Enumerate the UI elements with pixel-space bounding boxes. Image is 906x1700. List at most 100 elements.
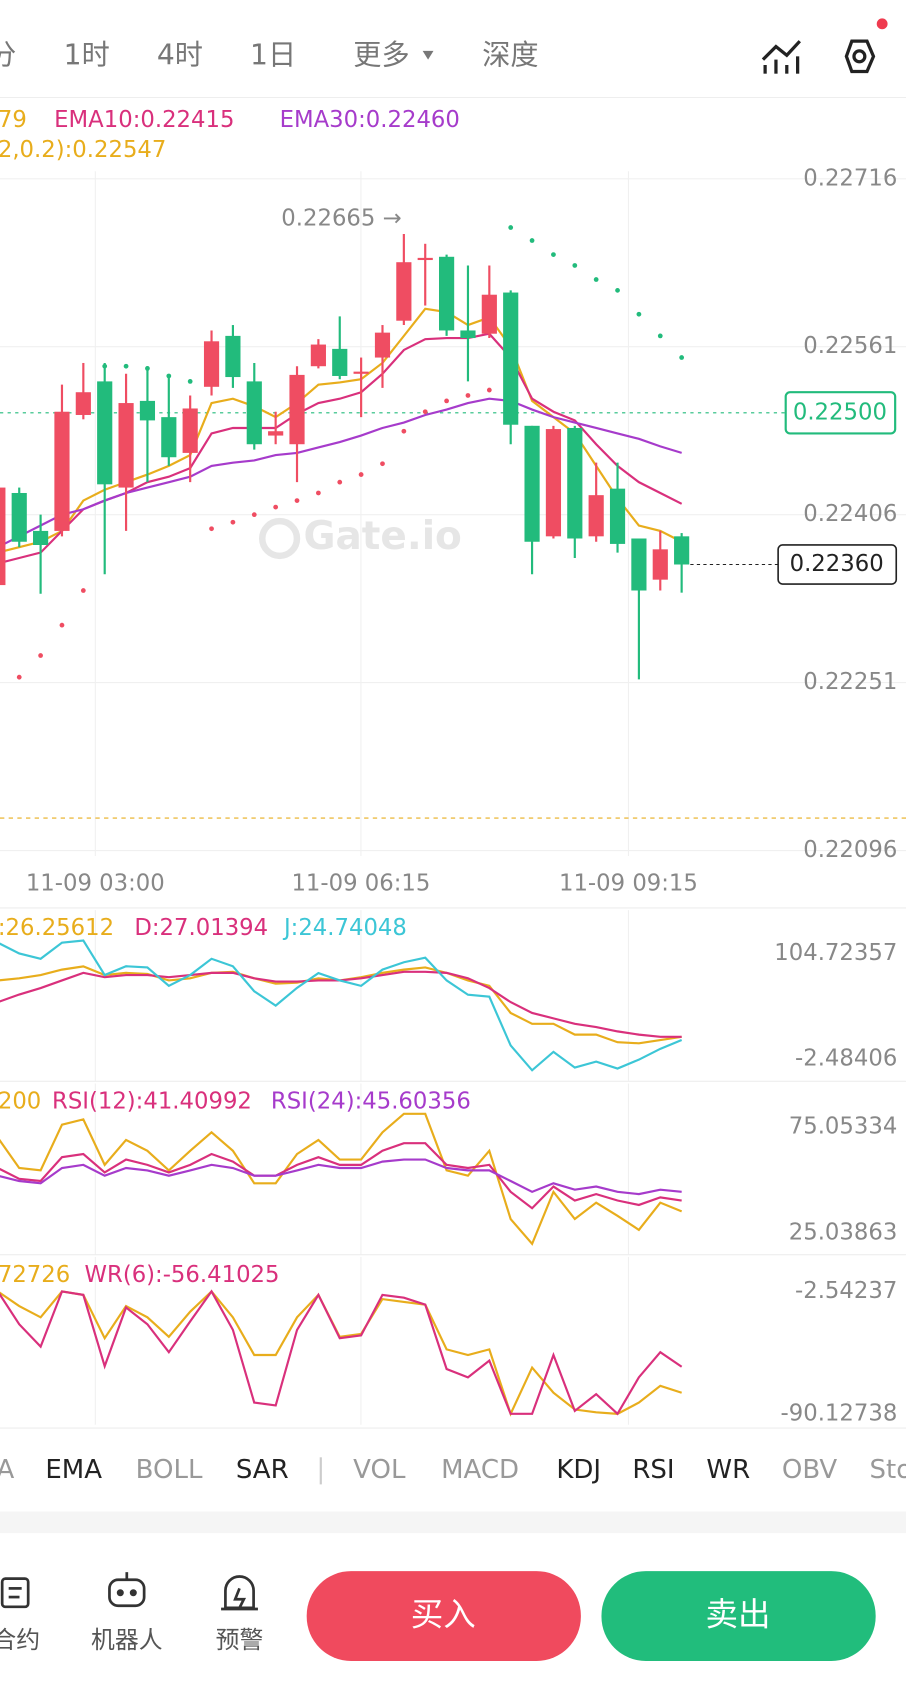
- timeframe-tab[interactable]: 1时: [64, 38, 110, 71]
- y-tick-label: 0.22716: [803, 165, 897, 191]
- legend-entry: D:27.01394: [134, 915, 268, 941]
- indicator-line: [0, 1289, 683, 1416]
- sar-dot: [251, 512, 257, 518]
- candle-body: [289, 374, 305, 445]
- timeframe-tab[interactable]: 4时: [157, 38, 203, 71]
- price-box: [784, 391, 897, 435]
- candle-body: [503, 292, 519, 425]
- high-annotation: 0.22665 →: [281, 205, 401, 231]
- candle-body: [374, 332, 391, 358]
- notification-dot: [876, 18, 888, 30]
- buy-label[interactable]: 买入: [411, 1596, 476, 1634]
- nav-label[interactable]: 机器人: [91, 1626, 162, 1654]
- indicator-tab[interactable]: EMA: [45, 1455, 102, 1485]
- indicator-tab[interactable]: BOLL: [136, 1455, 203, 1485]
- sar-dot: [422, 409, 428, 415]
- candle-body: [396, 262, 412, 321]
- legend-entry: J:24.74048: [282, 915, 407, 941]
- candle-body: [652, 549, 668, 580]
- candle-body: [268, 431, 284, 436]
- x-tick-label: 11-09 06:15: [291, 871, 430, 897]
- sar-dot: [615, 287, 620, 293]
- x-tick-label: 11-09 09:15: [559, 871, 698, 897]
- sar-dot: [16, 674, 22, 680]
- indicator-tab[interactable]: MACD: [441, 1455, 519, 1485]
- sar-dot: [529, 238, 535, 243]
- alert-icon[interactable]: [221, 1575, 258, 1611]
- legend-entry: 79: [0, 107, 27, 133]
- timeframe-tab[interactable]: 更多: [353, 38, 409, 71]
- indicator-tab[interactable]: A: [0, 1455, 15, 1485]
- sar-dot: [166, 373, 172, 379]
- dropdown-arrow[interactable]: [422, 50, 434, 60]
- watermark-logo: [259, 517, 301, 560]
- sar-dot: [444, 398, 449, 404]
- indicator-tab[interactable]: KDJ: [556, 1455, 601, 1485]
- candle-body: [353, 371, 369, 374]
- sar-dot: [273, 504, 279, 510]
- indicator-tab[interactable]: Sto: [870, 1455, 906, 1485]
- sar-dot: [508, 225, 514, 230]
- x-tick-label: 11-09 03:00: [26, 871, 165, 897]
- nav-label[interactable]: 预警: [216, 1626, 264, 1654]
- candle-body: [332, 348, 348, 376]
- y-tick-label: 104.72357: [774, 940, 897, 966]
- y-tick-label: -2.54237: [795, 1278, 897, 1304]
- sar-dot: [572, 263, 578, 268]
- candle-body: [246, 381, 262, 445]
- candle-body: [97, 381, 113, 485]
- sell-button[interactable]: [601, 1571, 876, 1661]
- chart-icon[interactable]: [761, 40, 801, 74]
- sell-label[interactable]: 卖出: [706, 1596, 771, 1634]
- sar-dot: [80, 588, 86, 593]
- candle-body: [225, 335, 241, 378]
- legend-entry: EMA10:0.22415: [54, 107, 234, 133]
- settings-icon[interactable]: [844, 39, 876, 74]
- candle-body: [439, 256, 455, 331]
- sar-dot: [337, 479, 343, 485]
- indicator-line: [0, 1158, 682, 1196]
- sar-dot: [486, 387, 492, 393]
- sar-dot: [465, 393, 471, 398]
- robot-icon[interactable]: [108, 1572, 146, 1608]
- candle-body: [75, 392, 91, 415]
- indicator-tab[interactable]: OBV: [782, 1455, 838, 1485]
- sar-dot: [593, 277, 599, 282]
- y-tick-label: 0.22251: [803, 669, 897, 695]
- timeframe-tab[interactable]: 分: [0, 38, 16, 71]
- sar-dot: [230, 519, 236, 525]
- indicator-tab[interactable]: SAR: [236, 1455, 289, 1485]
- legend-entry: RSI(12):41.40992: [52, 1088, 252, 1114]
- nav-label[interactable]: 合约: [0, 1626, 40, 1654]
- legend-entry: 200: [0, 1088, 41, 1114]
- candle-body: [54, 411, 70, 531]
- candle-body: [310, 344, 326, 367]
- y-tick-label: 0.22096: [803, 837, 897, 863]
- indicator-line: [0, 1142, 682, 1210]
- candle-body: [481, 294, 497, 334]
- y-tick-label: -2.48406: [795, 1046, 897, 1072]
- sar-dot: [123, 363, 129, 369]
- indicator-tab[interactable]: WR: [706, 1455, 750, 1485]
- watermark: Gate.io: [303, 514, 461, 559]
- sar-dot: [59, 622, 65, 628]
- sar-dot: [679, 355, 685, 360]
- sar-dot: [401, 428, 407, 434]
- candle-body: [33, 530, 49, 545]
- sar-dot: [551, 252, 556, 258]
- indicator-line: [0, 397, 682, 548]
- timeframe-tab[interactable]: 1日: [250, 38, 296, 71]
- indicator-tab[interactable]: RSI: [632, 1455, 674, 1485]
- last-price-box: [777, 544, 898, 585]
- spacer: [0, 1511, 906, 1534]
- buy-button[interactable]: [306, 1571, 581, 1661]
- y-tick-label: 25.03863: [789, 1220, 898, 1246]
- candle-body: [161, 417, 177, 458]
- sar-dot: [657, 333, 663, 339]
- candle-body: [0, 487, 6, 586]
- candle-body: [203, 341, 220, 387]
- timeframe-tab[interactable]: 深度: [482, 38, 538, 71]
- contract-icon[interactable]: [0, 1577, 30, 1609]
- indicator-tab[interactable]: VOL: [353, 1455, 406, 1485]
